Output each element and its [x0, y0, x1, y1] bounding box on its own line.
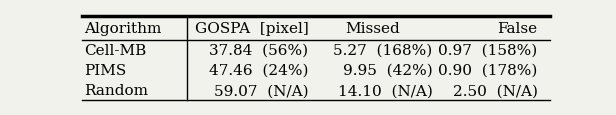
Text: False: False [498, 22, 538, 36]
Text: 59.07  (N/A): 59.07 (N/A) [214, 83, 309, 97]
Text: 37.84  (56%): 37.84 (56%) [209, 43, 309, 57]
Text: 2.50  (N/A): 2.50 (N/A) [453, 83, 538, 97]
Text: Cell-MB: Cell-MB [84, 43, 147, 57]
Text: 5.27  (168%): 5.27 (168%) [333, 43, 432, 57]
Text: 0.90  (178%): 0.90 (178%) [439, 63, 538, 77]
Text: 14.10  (N/A): 14.10 (N/A) [338, 83, 432, 97]
Text: 0.97  (158%): 0.97 (158%) [439, 43, 538, 57]
Text: Algorithm: Algorithm [84, 22, 161, 36]
Text: Missed: Missed [346, 22, 400, 36]
Text: Random: Random [84, 83, 148, 97]
Text: GOSPA  [pixel]: GOSPA [pixel] [195, 22, 309, 36]
Text: 9.95  (42%): 9.95 (42%) [343, 63, 432, 77]
Text: PIMS: PIMS [84, 63, 126, 77]
Text: 47.46  (24%): 47.46 (24%) [209, 63, 309, 77]
